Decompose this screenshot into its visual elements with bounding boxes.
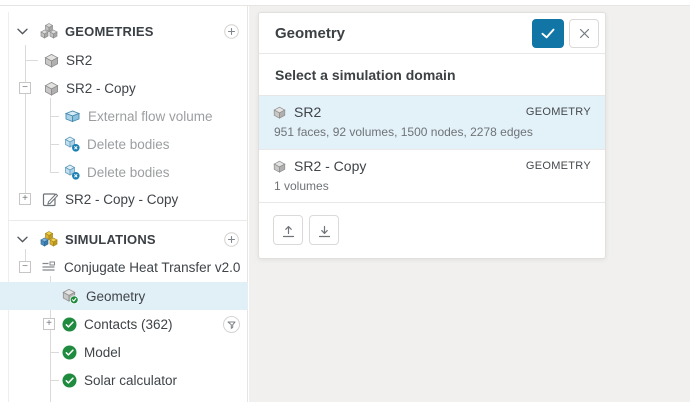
cad-part-icon (273, 106, 286, 119)
panel-title: Geometry (275, 24, 346, 42)
domain-name: SR2 (294, 104, 322, 120)
tree-item-sr2-copy[interactable]: SR2 - Copy (0, 74, 248, 102)
confirm-button[interactable] (532, 18, 564, 48)
domain-details: 951 faces, 92 volumes, 1500 nodes, 2278 … (274, 125, 533, 139)
section-label: GEOMETRIES (65, 23, 154, 39)
geometry-panel: Geometry Select a simulation domain SR2 … (258, 12, 606, 259)
tree-item-label: Geometry (86, 288, 146, 304)
tree-item-contacts[interactable]: Contacts (362) (0, 310, 248, 338)
collapse-toggle[interactable]: − (19, 82, 31, 94)
part-check-icon (62, 288, 79, 304)
close-button[interactable] (569, 18, 599, 48)
upload-icon (282, 225, 294, 237)
cad-part-icon (44, 81, 59, 96)
tree-item-external-flow-volume[interactable]: External flow volume (0, 102, 248, 130)
tree-tick (50, 352, 59, 353)
project-tree-sidebar: GEOMETRIES SR2 − SR2 - Copy External flo… (0, 6, 248, 402)
tree-item-label: Conjugate Heat Transfer v2.0 (64, 259, 241, 275)
tree-connector (25, 249, 26, 261)
download-button[interactable] (309, 215, 339, 245)
tree-item-label: SR2 (66, 52, 93, 68)
add-geometry-button[interactable] (224, 23, 239, 39)
edit-icon (42, 191, 58, 207)
collapse-toggle[interactable]: − (19, 261, 31, 273)
domain-type-badge: GEOMETRY (525, 160, 591, 172)
cad-part-icon (273, 160, 286, 173)
tree-item-label: Solar calculator (84, 372, 178, 388)
tree-tick (50, 380, 59, 381)
expand-toggle[interactable]: + (43, 318, 55, 330)
tree-item-model[interactable]: Model (0, 338, 248, 366)
section-label: SIMULATIONS (65, 231, 156, 247)
delete-bodies-icon (64, 136, 80, 152)
chevron-down-icon[interactable] (17, 236, 28, 243)
domain-row-sr2[interactable]: SR2 GEOMETRY 951 faces, 92 volumes, 1500… (259, 96, 605, 149)
tree-item-conjugate-heat-transfer[interactable]: Conjugate Heat Transfer v2.0 (0, 253, 248, 281)
panel-subtitle: Select a simulation domain (259, 54, 605, 96)
domain-row-sr2-copy[interactable]: SR2 - Copy GEOMETRY 1 volumes (259, 149, 605, 202)
tree-item-delete-bodies-1[interactable]: Delete bodies (0, 130, 248, 158)
tree-item-solar-calculator[interactable]: Solar calculator (0, 366, 248, 394)
tree-connector (50, 276, 51, 402)
download-icon (318, 225, 330, 237)
tree-item-delete-bodies-2[interactable]: Delete bodies (0, 158, 248, 186)
expand-toggle[interactable]: + (19, 193, 31, 205)
tree-item-geometry[interactable]: Geometry (0, 282, 248, 310)
check-circle-icon (62, 317, 77, 332)
check-circle-icon (62, 345, 77, 360)
domain-type-badge: GEOMETRY (525, 106, 591, 118)
tree-tick (50, 116, 59, 117)
tree-tick (50, 172, 59, 173)
flow-volume-icon (64, 110, 81, 123)
tree-item-label: SR2 - Copy - Copy (65, 191, 179, 207)
colored-cubes-icon (40, 231, 58, 247)
tree-tick (25, 60, 38, 61)
domain-name: SR2 - Copy (294, 158, 367, 174)
tree-connector (25, 45, 26, 197)
tree-section-simulations[interactable]: SIMULATIONS (0, 225, 248, 253)
check-circle-icon (62, 373, 77, 388)
add-simulation-button[interactable] (224, 231, 239, 247)
tree-section-geometries[interactable]: GEOMETRIES (0, 17, 248, 45)
tree-item-label: External flow volume (88, 108, 213, 124)
cad-part-icon (44, 53, 59, 68)
sidebar-seam (8, 12, 9, 402)
section-divider (8, 220, 248, 221)
gray-cubes-icon (40, 23, 58, 39)
tree-item-label: Model (84, 344, 121, 360)
upload-button[interactable] (273, 215, 303, 245)
tree-item-sr2-copy-copy[interactable]: SR2 - Copy - Copy (0, 185, 248, 213)
tree-tick (50, 144, 59, 145)
delete-bodies-icon (64, 164, 80, 180)
panel-header: Geometry (259, 13, 605, 54)
filter-icon[interactable] (223, 315, 240, 333)
tree-connector (50, 98, 51, 172)
chevron-down-icon[interactable] (17, 28, 28, 35)
tree-item-label: Delete bodies (87, 136, 170, 152)
tree-item-label: SR2 - Copy (66, 80, 136, 96)
simulation-layers-icon (40, 259, 57, 275)
panel-footer (259, 202, 605, 258)
tree-item-label: Delete bodies (87, 164, 170, 180)
tree-item-label: Contacts (362) (84, 316, 173, 332)
top-divider (0, 5, 690, 6)
domain-details: 1 volumes (274, 179, 329, 193)
tree-item-sr2[interactable]: SR2 (0, 46, 248, 74)
